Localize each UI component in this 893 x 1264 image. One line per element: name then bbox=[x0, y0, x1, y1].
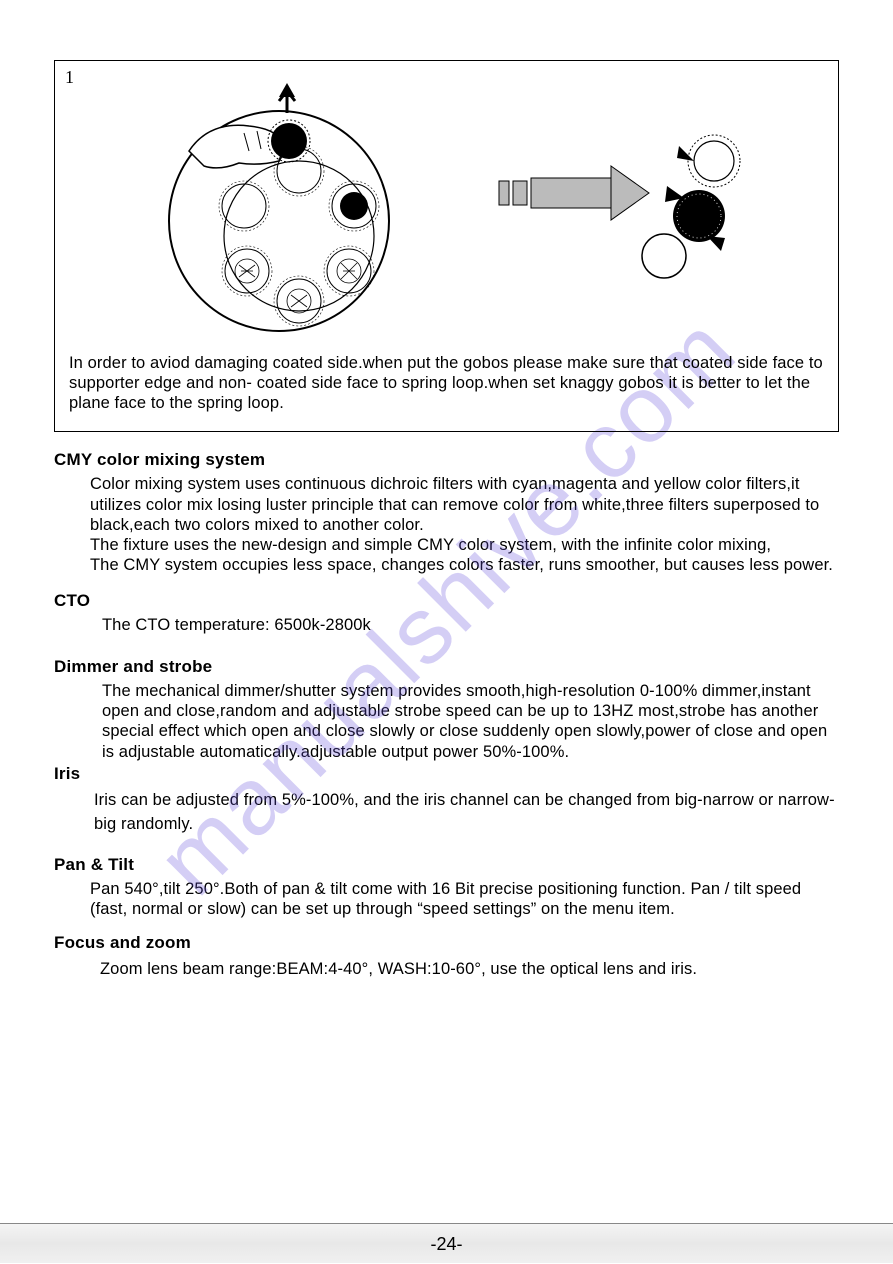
body-cto: The CTO temperature: 6500k-2800k bbox=[54, 615, 839, 635]
heading-dimmer: Dimmer and strobe bbox=[54, 657, 839, 677]
diagram-illustrations bbox=[69, 71, 824, 341]
diagram-box: 1 bbox=[54, 60, 839, 432]
diagram-label: 1 bbox=[65, 67, 74, 88]
diagram-note: In order to aviod damaging coated side.w… bbox=[69, 353, 824, 413]
heading-cmy: CMY color mixing system bbox=[54, 450, 839, 470]
gobo-insert-icon bbox=[489, 126, 769, 286]
body-cmy: Color mixing system uses continuous dich… bbox=[54, 474, 839, 575]
heading-focus: Focus and zoom bbox=[54, 933, 839, 953]
gobo-wheel-icon bbox=[129, 71, 429, 341]
heading-iris: Iris bbox=[54, 764, 839, 784]
cmy-p2: The fixture uses the new-design and simp… bbox=[90, 535, 839, 555]
heading-cto: CTO bbox=[54, 591, 839, 611]
body-iris: Iris can be adjusted from 5%-100%, and t… bbox=[54, 788, 839, 838]
body-dimmer: The mechanical dimmer/shutter system pro… bbox=[54, 681, 839, 762]
body-pan: Pan 540°,tilt 250°.Both of pan & tilt co… bbox=[54, 879, 839, 919]
cmy-p3: The CMY system occupies less space, chan… bbox=[90, 555, 839, 575]
page-footer: -24- bbox=[0, 1223, 893, 1263]
body-focus: Zoom lens beam range:BEAM:4-40°, WASH:10… bbox=[54, 957, 839, 982]
page-number: -24- bbox=[430, 1234, 462, 1254]
page-content: 1 bbox=[0, 0, 893, 982]
cmy-p1: Color mixing system uses continuous dich… bbox=[90, 474, 839, 534]
heading-pan: Pan & Tilt bbox=[54, 855, 839, 875]
